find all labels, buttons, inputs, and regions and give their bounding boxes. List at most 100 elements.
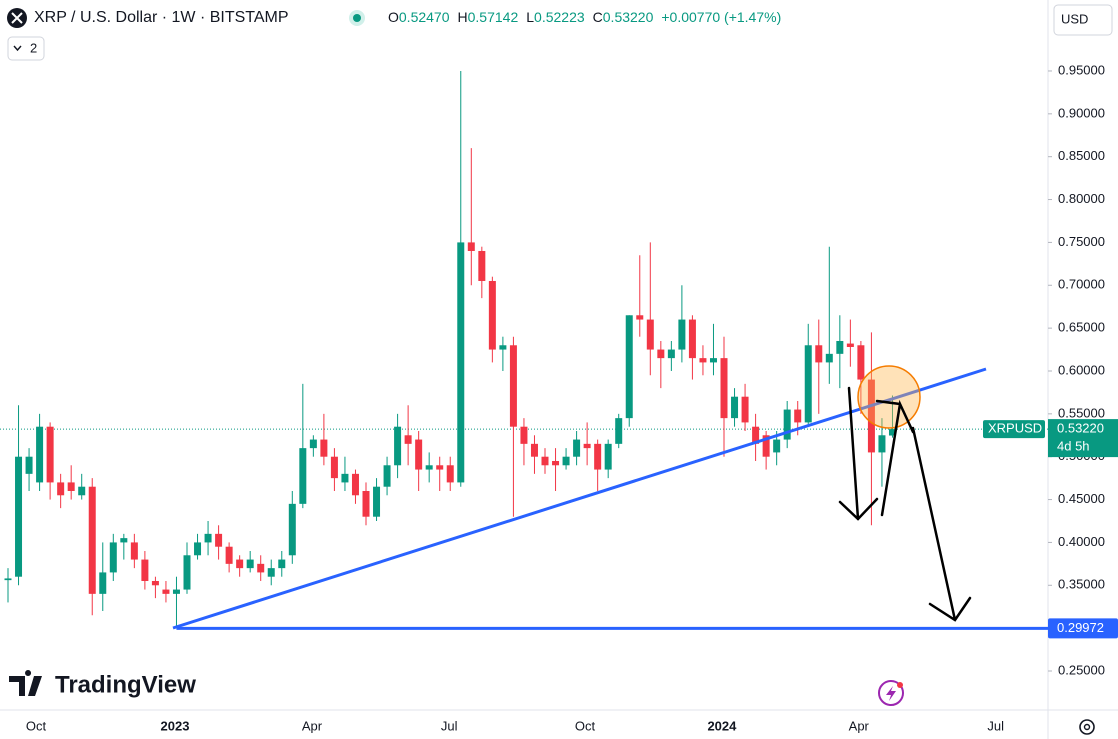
candle-body [478,250,486,281]
currency[interactable]: USD [1061,11,1088,26]
candle-body [815,345,823,363]
level-tag [1048,618,1118,639]
branding: TradingView [55,671,196,698]
candle-body [783,409,791,440]
candle-body [867,379,875,453]
candle-body [604,443,612,470]
highlight-circle [857,365,921,429]
candle-body [373,486,381,517]
candle-body [394,426,402,466]
candle-body [257,563,265,573]
ohlc-value: 0.52470 [399,9,450,25]
currency-button[interactable] [1053,4,1113,36]
candle-body [825,353,833,363]
market-status-dot [353,14,361,22]
candle-body [330,456,338,479]
last-price-label: 0.53220 [1057,421,1104,436]
candle-body [151,580,159,586]
candle-body [667,349,675,359]
candle-body [15,456,23,577]
candle-body [99,572,107,594]
y-tick-label: 0.85000 [1058,148,1105,163]
candle-body [278,559,286,569]
candle-body [646,319,654,350]
y-tick-label: 0.45000 [1058,491,1105,506]
candle-body [120,538,128,543]
candle-body [341,473,349,483]
candle-body [288,503,296,556]
candle-body [731,396,739,419]
candle-body [499,345,507,350]
candle-body [488,280,496,350]
candle-body [436,465,444,470]
candle-body [141,559,149,581]
series-tag [983,420,1045,439]
logo-mark [9,670,42,696]
x-tick-label: Oct [575,718,596,733]
candle-body [720,358,728,419]
candle-body [741,396,749,423]
candle-body [236,559,244,569]
candle-body [351,473,359,496]
candle-body [162,589,170,594]
candle-body [846,343,854,347]
candle-body [773,439,781,453]
ohlc-value: 0.52223 [534,9,585,25]
last-price-tag [1048,419,1118,458]
candle-body [709,358,717,363]
candle-body [25,456,33,474]
candle-body [267,568,275,577]
ohlc-value: 0.53220 [603,9,654,25]
candle-body [225,546,233,564]
arrow [911,426,972,622]
candle-body [172,589,180,594]
alert-dot [897,682,903,688]
x-tick-label: Oct [26,718,47,733]
candle-body [4,578,12,581]
y-tick-label: 0.90000 [1058,105,1105,120]
candle-body [109,542,117,573]
y-tick-label: 0.40000 [1058,534,1105,549]
candle-body [194,542,202,556]
settings-icon-center [1083,723,1091,731]
symbol-icon-x [11,12,23,24]
chevron [13,45,22,52]
x-tick-label: 2023 [161,718,190,733]
candle-body [594,443,602,470]
y-tick-label: 0.35000 [1058,577,1105,592]
candle-body [857,345,865,380]
alert-bolt [886,686,896,701]
x-tick-label: Apr [302,718,323,733]
y-tick-label: 0.65000 [1058,320,1105,335]
alert-icon[interactable] [878,680,904,706]
ohlc-key: H [458,9,468,25]
candle-body [752,426,760,444]
candle-body [888,429,896,436]
indicator-count[interactable]: 2 [30,40,37,55]
ohlc-key: O [388,9,399,25]
symbol-title: XRP / U.S. Dollar · 1W · BITSTAMP [34,9,289,26]
candle-body [46,426,54,483]
settings-icon[interactable] [1079,719,1095,735]
y-tick-label: 0.95000 [1058,62,1105,77]
candle-body [552,460,560,466]
candle-body [678,319,686,350]
indicator-toggle[interactable] [7,36,45,61]
candle-body [246,559,254,569]
arrows [838,386,972,622]
candle-body [509,345,517,427]
candle-body [878,435,886,453]
candle-body [530,443,538,457]
candle-body [67,482,75,491]
ohlc-key: L [526,9,534,25]
change: +0.00770 (+1.47%) [661,9,781,25]
candle-body [320,439,328,457]
candle-body [215,533,223,547]
candle-body [362,490,370,517]
x-tick-label: Jul [987,718,1004,733]
candle-body [562,456,570,466]
candle-body [78,486,86,496]
x-tick-label: 2024 [707,718,737,733]
x-tick-label: Jul [441,718,458,733]
